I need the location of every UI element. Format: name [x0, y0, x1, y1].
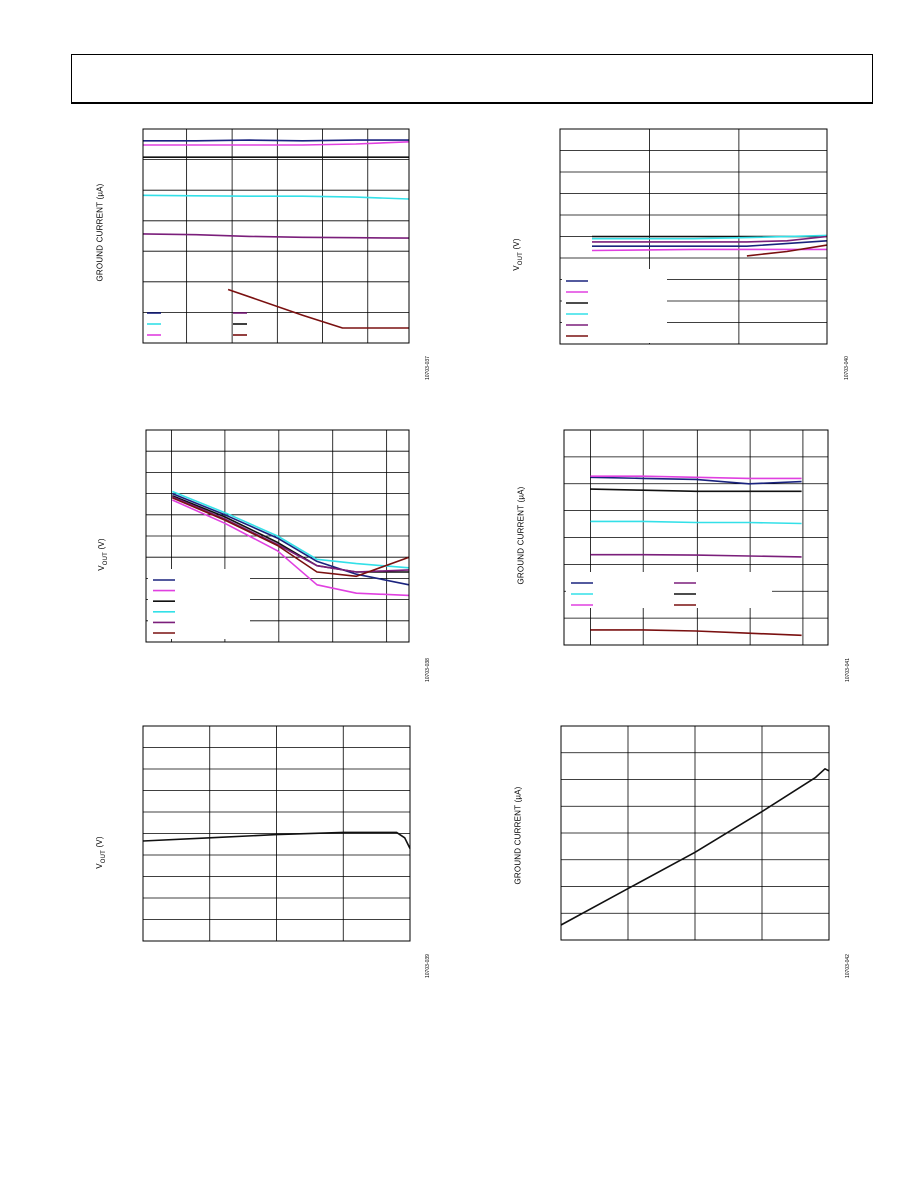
plot-area: [563, 429, 829, 646]
plot-area: [145, 429, 410, 643]
y-axis-label: VOUT (V): [512, 201, 524, 271]
plot-area: [560, 725, 830, 941]
plot-frame: [560, 725, 830, 941]
figure-id: 10703-037: [425, 356, 431, 380]
page-header-box: [71, 54, 873, 104]
figure-id: 10703-038: [425, 658, 431, 682]
series-line: [590, 475, 802, 480]
ylabel-main: V: [512, 265, 522, 271]
ylabel-unit: (V): [95, 836, 105, 850]
series-line: [746, 244, 828, 257]
series-line: [592, 240, 828, 247]
series-line: [590, 629, 802, 637]
plot-frame: [145, 429, 410, 643]
plot-frame: [563, 429, 829, 646]
y-axis-label: GROUND CURRENT (µA): [513, 786, 523, 885]
series-line: [142, 831, 411, 849]
series-line: [171, 497, 410, 578]
series-line: [142, 194, 410, 200]
series-line: [590, 488, 802, 493]
series-line: [172, 492, 410, 586]
series-line: [171, 496, 410, 573]
plot-frame: [142, 128, 410, 344]
legend-background: [566, 572, 772, 608]
plot-area: [559, 128, 828, 345]
ylabel-unit: (V): [97, 538, 107, 552]
plot-frame: [559, 128, 828, 345]
y-axis-label: GROUND CURRENT (µA): [95, 183, 105, 282]
plot-area: [142, 128, 410, 344]
plot-frame: [142, 725, 411, 942]
series-line: [592, 235, 828, 243]
series-line: [171, 499, 410, 597]
figure-id: 10703-040: [844, 356, 850, 380]
series-line: [591, 248, 827, 252]
series-line: [227, 288, 409, 329]
ylabel-unit: (V): [512, 238, 522, 252]
ylabel-main: V: [95, 863, 105, 869]
series-line: [590, 476, 802, 485]
figure-id: 10703-041: [845, 658, 851, 682]
series-line: [143, 139, 409, 142]
series-line: [143, 141, 410, 146]
series-line: [592, 234, 828, 240]
legend-background: [562, 269, 667, 343]
y-axis-label: GROUND CURRENT (µA): [516, 486, 526, 585]
ylabel-main: V: [97, 565, 107, 571]
y-axis-label: VOUT (V): [97, 501, 109, 571]
series-line: [590, 520, 802, 525]
series-line: [560, 767, 830, 926]
ylabel-sub: OUT: [100, 849, 107, 864]
ylabel-sub: OUT: [102, 551, 109, 566]
series-line: [142, 233, 410, 239]
y-axis-label: VOUT (V): [95, 799, 107, 869]
series-line: [590, 553, 802, 558]
plot-area: [142, 725, 411, 942]
series-line: [172, 490, 410, 569]
figure-id: 10703-042: [845, 954, 851, 978]
figure-id: 10703-039: [425, 954, 431, 978]
ylabel-sub: OUT: [517, 251, 524, 266]
